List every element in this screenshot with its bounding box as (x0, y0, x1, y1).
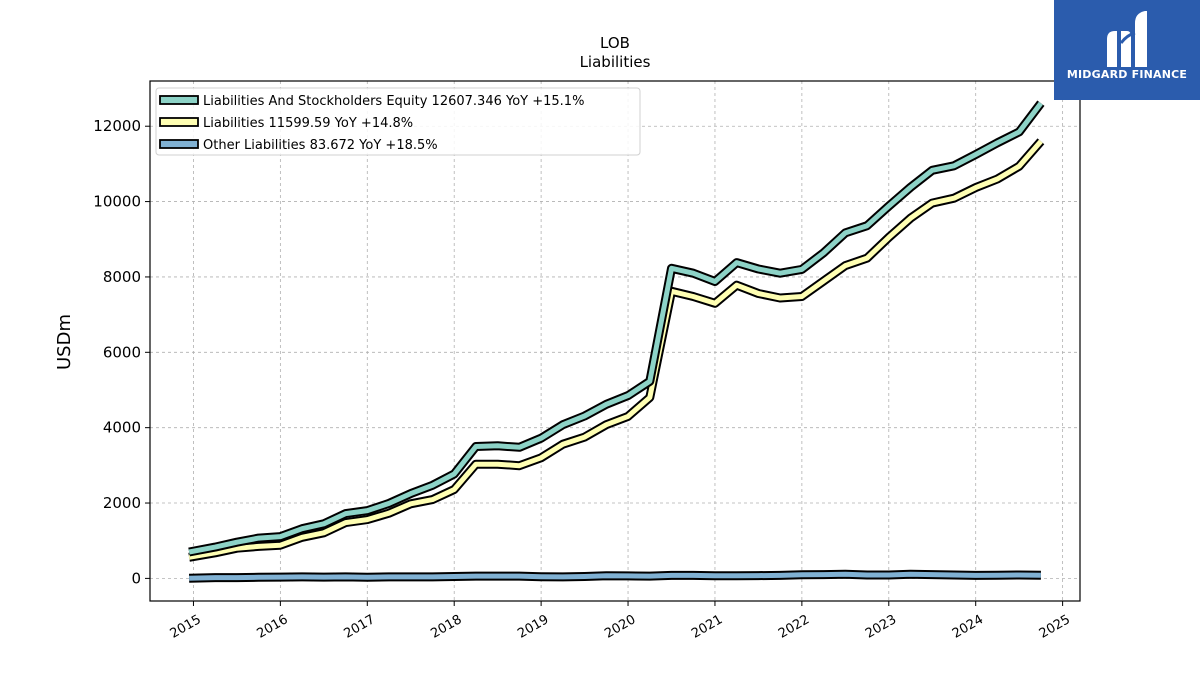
y-tick-label: 6000 (103, 343, 141, 361)
legend-label: Other Liabilities 83.672 YoY +18.5% (203, 138, 438, 153)
y-tick-label: 4000 (103, 419, 141, 437)
x-tick-label: 2018 (428, 612, 464, 642)
x-tick-label: 2016 (255, 612, 291, 642)
logo-mark-icon (1107, 11, 1147, 67)
legend: Liabilities And Stockholders Equity 1260… (155, 87, 641, 156)
series-line-outline (188, 138, 1045, 562)
series-group (188, 100, 1045, 583)
y-tick-label: 0 (131, 569, 141, 587)
x-tick-label: 2022 (776, 612, 812, 642)
x-tick-label: 2024 (950, 612, 986, 642)
x-tick-label: 2015 (168, 612, 204, 642)
series-line (188, 101, 1043, 555)
x-tick-label: 2025 (1037, 612, 1073, 642)
x-tick-label: 2019 (515, 612, 551, 642)
legend-box (155, 87, 641, 156)
series-line-outline (188, 100, 1045, 557)
axis-ticks: 0 2000 4000 6000 8000 10000 12000 2015 2016 2017 2… (93, 117, 1073, 642)
x-tick-label: 2021 (689, 612, 725, 642)
legend-label: Liabilities And Stockholders Equity 1260… (203, 94, 584, 109)
plot-frame (149, 80, 1081, 602)
chart-title: LOB (600, 34, 630, 52)
y-tick-label: 10000 (93, 193, 141, 211)
legend-label: Liabilities 11599.59 YoY +14.8% (203, 116, 413, 131)
series-line (188, 139, 1043, 560)
brand-name: MIDGARD FINANCE (1066, 68, 1188, 81)
brand-logo: MIDGARD FINANCE (1054, 0, 1200, 100)
chart-subtitle: Liabilities (580, 53, 651, 71)
legend-swatch (159, 117, 199, 127)
x-tick-label: 2017 (341, 612, 377, 642)
y-tick-label: 2000 (103, 494, 141, 512)
series-line (189, 571, 1041, 581)
y-tick-label: 8000 (103, 268, 141, 286)
legend-swatch (159, 139, 199, 149)
grid (150, 81, 1080, 601)
y-axis-label: USDm (54, 314, 75, 370)
y-tick-label: 12000 (93, 117, 141, 135)
legend-swatch (159, 95, 199, 105)
x-tick-label: 2023 (863, 612, 899, 642)
x-tick-label: 2020 (602, 612, 638, 642)
